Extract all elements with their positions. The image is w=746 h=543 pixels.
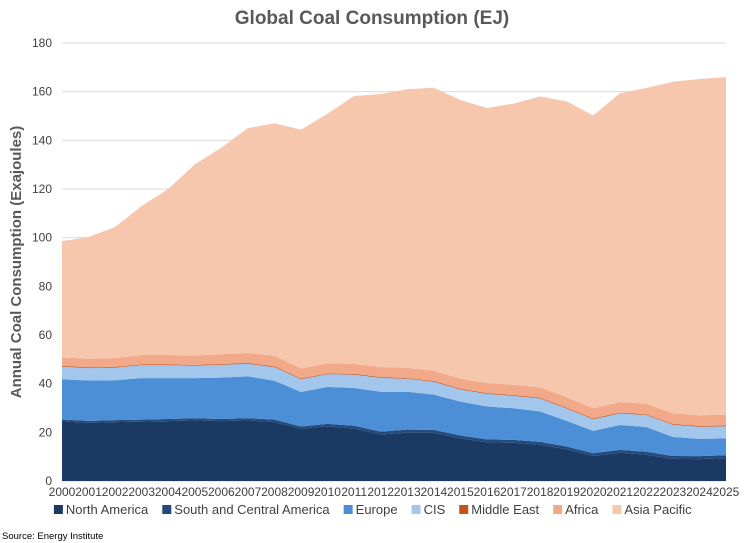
x-tick-label: 2000 (49, 485, 76, 499)
x-tick-label: 2004 (155, 485, 182, 499)
x-tick-label: 2024 (686, 485, 713, 499)
x-tick-label: 2020 (580, 485, 607, 499)
legend-label-africa: Africa (565, 502, 599, 517)
legend-swatch-cis (411, 505, 421, 514)
x-tick-label: 2021 (606, 485, 633, 499)
x-tick-label: 2012 (367, 485, 394, 499)
stacked-areas (62, 77, 726, 481)
legend-label-south-and-central-america: South and Central America (174, 502, 330, 517)
y-tick-label: 180 (32, 36, 52, 50)
y-tick-label: 120 (32, 182, 52, 196)
x-tick-label: 2005 (181, 485, 208, 499)
area-africa (62, 353, 726, 427)
y-tick-label: 140 (32, 133, 52, 147)
legend-swatch-middle-east (459, 505, 469, 514)
y-tick-label: 100 (32, 231, 52, 245)
source-note: Source: Energy Institute (2, 531, 103, 542)
x-tick-label: 2014 (420, 485, 447, 499)
x-tick-label: 2009 (288, 485, 315, 499)
y-tick-label: 160 (32, 85, 52, 99)
legend-swatch-south-and-central-america (162, 505, 172, 514)
legend-label-europe: Europe (356, 502, 398, 517)
area-south-and-central-america (62, 418, 726, 460)
x-tick-label: 2017 (500, 485, 527, 499)
legend-swatch-europe (343, 505, 353, 514)
y-tick-label: 20 (39, 425, 53, 439)
x-tick-label: 2006 (208, 485, 235, 499)
y-tick-label: 40 (39, 377, 53, 391)
legend-label-north-america: North America (66, 502, 149, 517)
x-tick-label: 2018 (527, 485, 554, 499)
x-tick-label: 2010 (314, 485, 341, 499)
legend-label-cis: CIS (424, 502, 446, 517)
x-tick-label: 2001 (75, 485, 102, 499)
y-tick-label: 80 (39, 279, 53, 293)
y-tick-label: 0 (45, 474, 52, 488)
x-axis-ticks: 2000 2001 2002 2003 2004 2005 2006 2007 2008 2009… (49, 485, 740, 499)
x-tick-label: 2007 (235, 485, 262, 499)
x-tick-label: 2011 (341, 485, 367, 499)
x-tick-label: 2022 (633, 485, 660, 499)
x-tick-label: 2023 (660, 485, 687, 499)
x-tick-label: 2015 (447, 485, 474, 499)
x-tick-label: 2019 (553, 485, 580, 499)
x-tick-label: 2016 (474, 485, 501, 499)
y-tick-label: 60 (39, 328, 53, 342)
x-tick-label: 2025 (713, 485, 740, 499)
x-tick-label: 2002 (102, 485, 129, 499)
area-north-america (62, 420, 726, 481)
chart-title: Global Coal Consumption (EJ) (235, 8, 509, 29)
area-cis (62, 363, 726, 439)
x-tick-label: 2003 (128, 485, 155, 499)
area-europe (62, 376, 726, 457)
x-tick-label: 2008 (261, 485, 288, 499)
area-asia-pacific (62, 77, 726, 416)
y-axis-ticks: 0 20 40 60 80 100 120 140 160 180 (32, 36, 52, 488)
legend-swatch-africa (553, 505, 563, 514)
legend-label-asia-pacific: Asia Pacific (624, 502, 692, 517)
x-tick-label: 2013 (394, 485, 421, 499)
legend-swatch-north-america (53, 505, 63, 514)
y-axis-title: Annual Coal Consumption (Exajoules) (8, 126, 25, 399)
legend-swatch-asia-pacific (612, 505, 622, 514)
legend-label-middle-east: Middle East (471, 502, 539, 517)
legend: North America South and Central America Eu… (53, 502, 692, 517)
